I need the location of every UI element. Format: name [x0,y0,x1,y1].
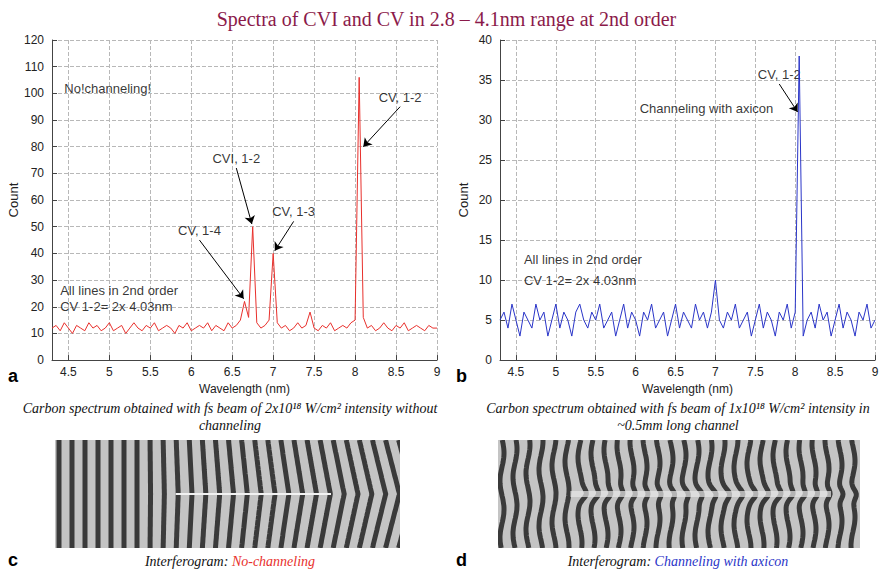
svg-text:7: 7 [270,365,277,379]
html-text:d: d [456,550,467,570]
svg-text:70: 70 [31,166,45,180]
svg-text:All lines in 2nd order: All lines in 2nd order [60,283,178,298]
svg-text:90: 90 [31,113,45,127]
svg-text:6: 6 [188,365,195,379]
svg-text:10: 10 [479,273,493,287]
svg-text:No!channeling!: No!channeling! [64,81,151,96]
svg-text:Channeling with axicon: Channeling with axicon [640,101,774,116]
svg-text:Wavelength (nm): Wavelength (nm) [642,382,733,396]
html-text:Interferogram: Channeling with: Interferogram: Channeling with axicon [567,554,789,569]
svg-text:8.5: 8.5 [827,365,844,379]
svg-text:5: 5 [485,313,492,327]
svg-text:Count: Count [6,182,21,217]
svg-text:5.5: 5.5 [587,365,604,379]
svg-text:8.5: 8.5 [388,365,405,379]
svg-text:CV 1-2= 2x 4.03nm: CV 1-2= 2x 4.03nm [524,273,636,288]
svg-text:4.5: 4.5 [508,365,525,379]
svg-text:30: 30 [31,273,45,287]
svg-text:All lines in 2nd order: All lines in 2nd order [524,252,642,267]
svg-text:6.5: 6.5 [224,365,241,379]
svg-text:5: 5 [553,365,560,379]
svg-text:50: 50 [31,220,45,234]
svg-text:120: 120 [24,33,44,47]
svg-text:CV, 1-2: CV, 1-2 [379,90,422,105]
svg-text:35: 35 [479,73,493,87]
svg-text:5: 5 [106,365,113,379]
html-text:Interferogram: No-channeling: Interferogram: No-channeling [144,554,316,569]
html-text:Carbon spectrum obtained with: Carbon spectrum obtained with fs beam of… [22,401,438,433]
svg-text:100: 100 [24,86,44,100]
svg-text:4.5: 4.5 [60,365,77,379]
svg-text:15: 15 [479,233,493,247]
svg-text:0: 0 [485,353,492,367]
svg-text:60: 60 [31,193,45,207]
svg-text:40: 40 [479,33,493,47]
svg-text:CVI, 1-2: CVI, 1-2 [212,151,260,166]
svg-text:5.5: 5.5 [142,365,159,379]
svg-text:9: 9 [434,365,441,379]
svg-text:30: 30 [479,113,493,127]
svg-text:20: 20 [31,300,45,314]
svg-text:6.5: 6.5 [667,365,684,379]
svg-text:20: 20 [479,193,493,207]
svg-text:7.5: 7.5 [306,365,323,379]
svg-text:8: 8 [792,365,799,379]
svg-text:CV, 1-4: CV, 1-4 [178,223,221,238]
svg-text:10: 10 [31,326,45,340]
svg-text:CV, 1-3: CV, 1-3 [272,204,315,219]
svg-text:CV, 1-2: CV, 1-2 [758,67,801,82]
svg-text:40: 40 [31,246,45,260]
svg-text:CV 1-2= 2x 4.03nm: CV 1-2= 2x 4.03nm [60,299,172,314]
svg-text:Spectra of CVI and CV in 2.8 –: Spectra of CVI and CV in 2.8 – 4.1nm ran… [217,8,677,31]
svg-text:25: 25 [479,153,493,167]
html-text:a: a [8,366,18,386]
svg-text:0: 0 [37,353,44,367]
svg-text:9: 9 [872,365,879,379]
svg-text:6: 6 [632,365,639,379]
svg-text:7.5: 7.5 [747,365,764,379]
svg-text:Wavelength (nm): Wavelength (nm) [199,382,290,396]
svg-text:80: 80 [31,140,45,154]
svg-text:Count: Count [456,182,471,217]
svg-text:8: 8 [352,365,359,379]
html-text:c: c [8,550,18,570]
html-text:Carbon spectrum obtained with: Carbon spectrum obtained with fs beam of… [486,401,870,433]
svg-text:110: 110 [25,60,44,74]
svg-text:7: 7 [712,365,719,379]
html-text:b: b [456,366,467,386]
